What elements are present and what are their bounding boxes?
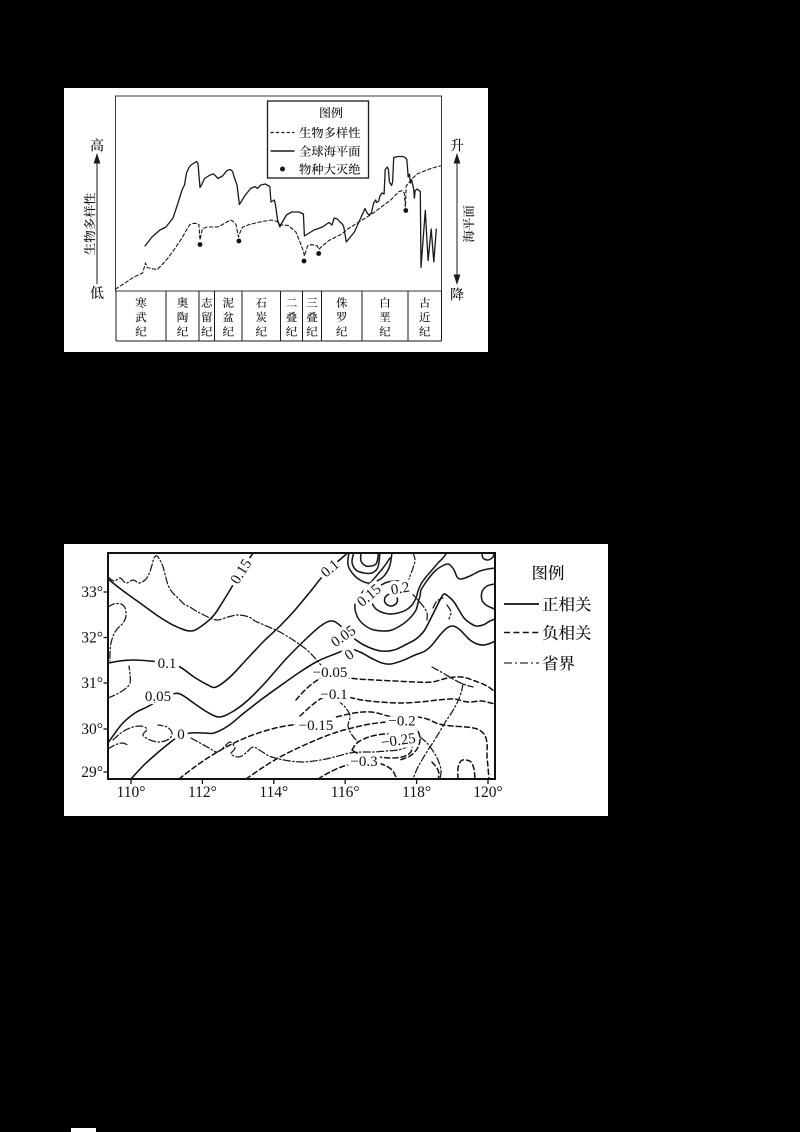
svg-text:31°: 31° (81, 675, 103, 692)
svg-text:120°: 120° (473, 784, 502, 801)
svg-text:110°: 110° (117, 784, 146, 801)
svg-text:118°: 118° (402, 784, 431, 801)
svg-text:0.15: 0.15 (228, 557, 255, 588)
svg-text:0: 0 (177, 727, 185, 743)
svg-text:0.05: 0.05 (145, 689, 171, 705)
svg-text:−0.05: −0.05 (313, 665, 348, 681)
svg-text:30°: 30° (81, 721, 103, 738)
svg-text:112°: 112° (188, 784, 217, 801)
svg-text:33°: 33° (81, 584, 103, 601)
svg-text:−0.2: −0.2 (388, 714, 415, 730)
svg-text:114°: 114° (259, 784, 288, 801)
svg-text:0.2: 0.2 (390, 580, 411, 599)
svg-text:29°: 29° (81, 764, 103, 781)
svg-text:32°: 32° (81, 630, 103, 647)
svg-text:−0.25: −0.25 (380, 731, 417, 752)
svg-text:0.1: 0.1 (158, 656, 177, 672)
svg-text:116°: 116° (331, 784, 360, 801)
svg-text:−0.15: −0.15 (299, 718, 334, 734)
svg-text:−0.3: −0.3 (350, 754, 377, 770)
svg-text:−0.1: −0.1 (320, 687, 347, 703)
svg-text:0.05: 0.05 (328, 623, 359, 651)
